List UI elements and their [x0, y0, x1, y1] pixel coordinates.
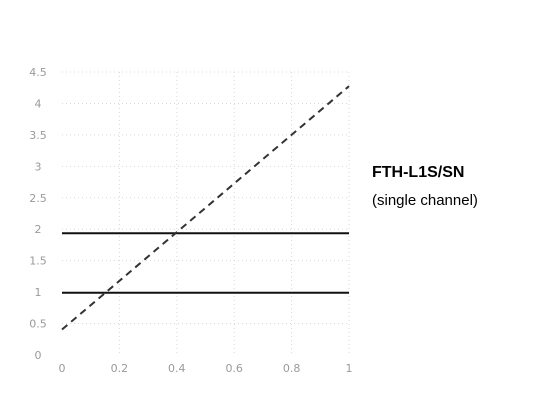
y-tick-label: 2.5 [29, 192, 47, 205]
legend-subtitle: (single channel) [372, 192, 478, 209]
y-tick-label: 3.5 [29, 129, 47, 142]
y-tick-label: 3 [35, 160, 42, 173]
series [61, 85, 350, 331]
x-tick-label: 0.4 [168, 362, 186, 375]
y-tick-label: 0.5 [29, 318, 47, 331]
grid [62, 71, 350, 355]
y-tick-label: 0 [35, 349, 42, 362]
y-tick-label: 4.5 [29, 66, 47, 79]
y-tick-label: 1.5 [29, 255, 47, 268]
y-tick-label: 2 [35, 223, 42, 236]
x-tick-label: 0.6 [225, 362, 243, 375]
x-tick-label: 0 [59, 362, 66, 375]
reference-lines [62, 232, 349, 294]
x-axis-ticks: 0 0.2 0.4 0.6 0.8 1 [59, 362, 353, 375]
y-tick-label: 1 [35, 286, 42, 299]
x-tick-label: 0.8 [283, 362, 301, 375]
series-line [61, 85, 350, 331]
x-tick-label: 1 [346, 362, 353, 375]
y-tick-label: 4 [35, 97, 42, 110]
y-axis-ticks: 0 0.5 1 1.5 2 2.5 3 3.5 4 4.5 [29, 66, 47, 362]
x-tick-label: 0.2 [111, 362, 129, 375]
legend-title: FTH-L1S/SN [372, 164, 465, 181]
